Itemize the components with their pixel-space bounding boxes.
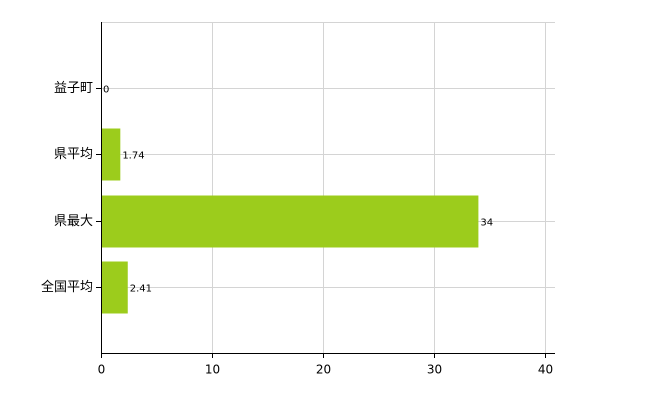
value-label: 2.41: [130, 284, 152, 295]
x-tick-label: 10: [205, 363, 220, 377]
x-tick-label: 40: [538, 363, 553, 377]
y-tick-label: 県最大: [54, 214, 93, 229]
bar: [101, 128, 121, 181]
y-tick-label: 県平均: [54, 147, 93, 162]
y-tick-label: 全国平均: [41, 279, 93, 295]
y-tick-label: 益子町: [54, 81, 93, 96]
bar: [101, 261, 128, 314]
bar: [101, 195, 479, 248]
x-tick-label: 0: [98, 363, 106, 377]
value-label: 34: [480, 218, 493, 229]
x-tick-label: 20: [316, 363, 331, 377]
value-label: 0: [103, 85, 109, 96]
value-label: 1.74: [122, 151, 144, 162]
x-tick-label: 30: [427, 363, 442, 377]
